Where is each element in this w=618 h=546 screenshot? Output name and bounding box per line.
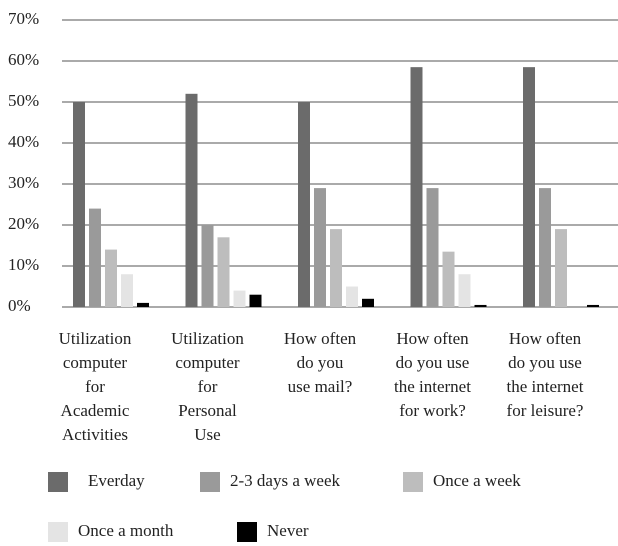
bar bbox=[217, 237, 230, 307]
bar bbox=[442, 251, 455, 307]
x-tick-label: for bbox=[85, 377, 105, 396]
y-tick-label: 40% bbox=[8, 132, 39, 151]
x-tick-label: use mail? bbox=[288, 377, 353, 396]
x-tick-label: Activities bbox=[62, 425, 128, 444]
bar bbox=[362, 298, 374, 307]
bar bbox=[249, 294, 262, 307]
y-tick-label: 60% bbox=[8, 50, 39, 69]
x-tick-label: for leisure? bbox=[507, 401, 584, 420]
bar bbox=[73, 102, 85, 307]
y-tick-label: 0% bbox=[8, 296, 31, 315]
legend-label: 2-3 days a week bbox=[230, 471, 340, 490]
x-tick-label: Utilization bbox=[171, 329, 244, 348]
bar bbox=[523, 67, 535, 308]
x-tick-label: How often bbox=[509, 329, 582, 348]
x-tick-label: computer bbox=[63, 353, 128, 372]
bar bbox=[233, 290, 246, 307]
x-tick-label: do you use bbox=[508, 353, 582, 372]
bar bbox=[555, 229, 567, 307]
x-tick-label: computer bbox=[175, 353, 240, 372]
bar bbox=[410, 67, 423, 308]
bar bbox=[539, 188, 551, 307]
bar bbox=[185, 93, 198, 307]
bar bbox=[314, 188, 326, 307]
legend-swatch bbox=[237, 522, 257, 542]
bar bbox=[474, 304, 487, 307]
x-tick-label: the internet bbox=[394, 377, 471, 396]
bar bbox=[105, 249, 117, 307]
bar bbox=[330, 229, 342, 307]
bar bbox=[201, 225, 214, 307]
y-tick-label: 70% bbox=[8, 9, 39, 28]
legend-swatch bbox=[403, 472, 423, 492]
bar bbox=[426, 188, 439, 307]
legend-swatch bbox=[48, 472, 68, 492]
x-tick-label: for bbox=[198, 377, 218, 396]
bar bbox=[587, 304, 599, 307]
bar bbox=[298, 102, 310, 307]
legend-label: Everday bbox=[88, 471, 145, 490]
legend-label: Once a week bbox=[433, 471, 521, 490]
x-tick-label: Academic bbox=[61, 401, 130, 420]
legend-swatch bbox=[200, 472, 220, 492]
x-tick-label: How often bbox=[284, 329, 357, 348]
legend-swatch bbox=[48, 522, 68, 542]
x-tick-label: do you use bbox=[396, 353, 470, 372]
x-tick-label: Personal bbox=[178, 401, 237, 420]
x-tick-label: How often bbox=[396, 329, 469, 348]
x-tick-label: Utilization bbox=[59, 329, 132, 348]
x-tick-label: do you bbox=[297, 353, 344, 372]
x-tick-label: the internet bbox=[507, 377, 584, 396]
bar bbox=[137, 302, 149, 307]
y-tick-label: 50% bbox=[8, 91, 39, 110]
bar bbox=[458, 274, 471, 307]
x-tick-label: for work? bbox=[399, 401, 466, 420]
y-tick-label: 20% bbox=[8, 214, 39, 233]
legend-label: Never bbox=[267, 521, 309, 540]
bar bbox=[121, 274, 133, 307]
y-tick-label: 10% bbox=[8, 255, 39, 274]
bar bbox=[89, 208, 101, 307]
x-tick-label: Use bbox=[194, 425, 220, 444]
legend-label: Once a month bbox=[78, 521, 174, 540]
y-tick-label: 30% bbox=[8, 173, 39, 192]
bar bbox=[346, 286, 358, 307]
